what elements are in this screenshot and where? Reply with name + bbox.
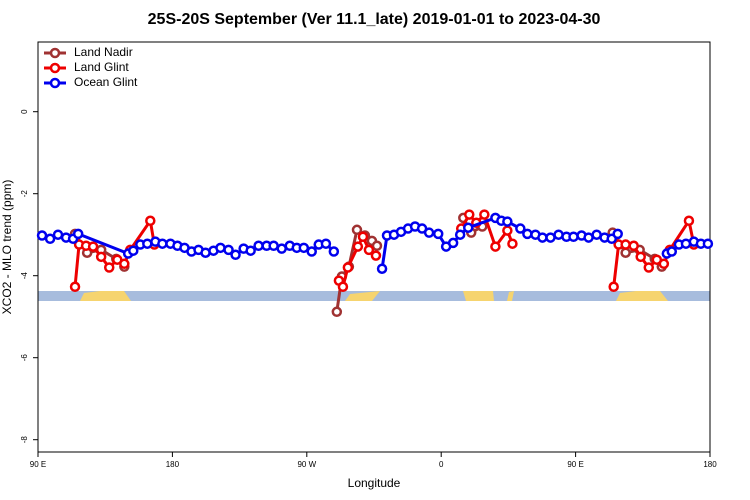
y-tick-label: 0 bbox=[20, 109, 29, 114]
data-point bbox=[635, 251, 646, 263]
chart-title: 25S-20S September (Ver 11.1_late) 2019-0… bbox=[148, 11, 601, 28]
legend-marker bbox=[49, 47, 61, 59]
data-point bbox=[306, 246, 317, 257]
legend-label: Land Glint bbox=[74, 60, 129, 74]
data-point bbox=[479, 209, 490, 220]
data-point bbox=[643, 262, 655, 273]
data-point bbox=[515, 223, 526, 234]
data-point bbox=[507, 238, 518, 249]
legend-marker bbox=[49, 62, 61, 74]
data-point bbox=[371, 240, 383, 252]
data-point bbox=[537, 232, 548, 243]
x-axis-label: Longitude bbox=[348, 476, 401, 490]
data-point bbox=[215, 242, 226, 254]
x-tick-label: 90 W bbox=[297, 460, 316, 469]
data-point bbox=[128, 245, 139, 256]
x-tick-label: 180 bbox=[166, 460, 180, 469]
data-point bbox=[462, 222, 474, 233]
data-point bbox=[683, 215, 695, 227]
data-point bbox=[423, 227, 435, 238]
data-point bbox=[620, 247, 631, 258]
data-point bbox=[103, 262, 115, 273]
data-point bbox=[87, 241, 99, 252]
x-tick-label: 90 E bbox=[30, 460, 46, 469]
y-tick-label: -6 bbox=[20, 354, 29, 362]
land-strip bbox=[507, 291, 514, 301]
data-point bbox=[454, 229, 466, 240]
land-strip bbox=[345, 291, 380, 301]
data-point bbox=[230, 249, 241, 261]
data-point bbox=[44, 233, 56, 245]
data-point bbox=[628, 240, 639, 252]
data-point bbox=[490, 241, 501, 252]
land-strip bbox=[463, 291, 494, 301]
data-point bbox=[145, 215, 156, 227]
data-point bbox=[223, 244, 234, 256]
data-point bbox=[464, 209, 475, 220]
data-point bbox=[245, 245, 256, 256]
y-tick-label: -2 bbox=[20, 190, 29, 198]
data-point bbox=[320, 238, 332, 249]
data-point bbox=[363, 244, 375, 256]
data-point bbox=[702, 238, 714, 249]
x-tick-label: 180 bbox=[703, 460, 717, 469]
data-point bbox=[328, 246, 340, 257]
data-point bbox=[342, 262, 354, 273]
data-point bbox=[268, 240, 279, 252]
y-axis-label: XCO2 - MLO trend (ppm) bbox=[0, 180, 14, 315]
data-point bbox=[337, 281, 349, 293]
data-point bbox=[72, 228, 84, 240]
x-tick-label: 0 bbox=[439, 460, 444, 469]
data-point bbox=[95, 251, 107, 263]
data-point bbox=[658, 258, 670, 270]
data-point bbox=[568, 231, 579, 242]
data-point bbox=[376, 263, 388, 274]
data-point bbox=[298, 242, 310, 254]
data-point bbox=[253, 240, 264, 252]
x-tick-label: 90 E bbox=[567, 460, 583, 469]
data-point bbox=[666, 246, 678, 257]
data-point bbox=[276, 243, 287, 254]
data-point bbox=[620, 239, 631, 250]
data-point bbox=[351, 224, 363, 236]
legend-label: Land Nadir bbox=[74, 45, 133, 59]
data-point bbox=[502, 216, 513, 227]
data-point bbox=[502, 225, 513, 236]
data-point bbox=[583, 232, 594, 243]
map-strip bbox=[38, 291, 710, 301]
data-point bbox=[36, 230, 48, 241]
y-tick-label: -4 bbox=[20, 272, 29, 280]
data-point bbox=[331, 306, 343, 318]
land-strip bbox=[80, 291, 131, 301]
data-point bbox=[69, 281, 81, 293]
data-point bbox=[608, 281, 619, 293]
data-point bbox=[432, 228, 444, 240]
land-strip bbox=[616, 291, 668, 301]
data-point bbox=[447, 237, 459, 249]
data-point bbox=[357, 231, 369, 242]
data-point bbox=[142, 238, 153, 249]
data-point bbox=[522, 228, 533, 240]
data-point bbox=[157, 238, 168, 249]
data-point bbox=[352, 241, 364, 252]
data-point bbox=[545, 232, 556, 243]
data-point bbox=[370, 250, 382, 261]
y-tick-label: -8 bbox=[20, 436, 29, 444]
data-point bbox=[612, 228, 623, 240]
legend-label: Ocean Glint bbox=[74, 75, 138, 89]
data-point bbox=[52, 229, 64, 240]
data-point bbox=[119, 258, 130, 270]
legend-marker bbox=[49, 77, 61, 89]
